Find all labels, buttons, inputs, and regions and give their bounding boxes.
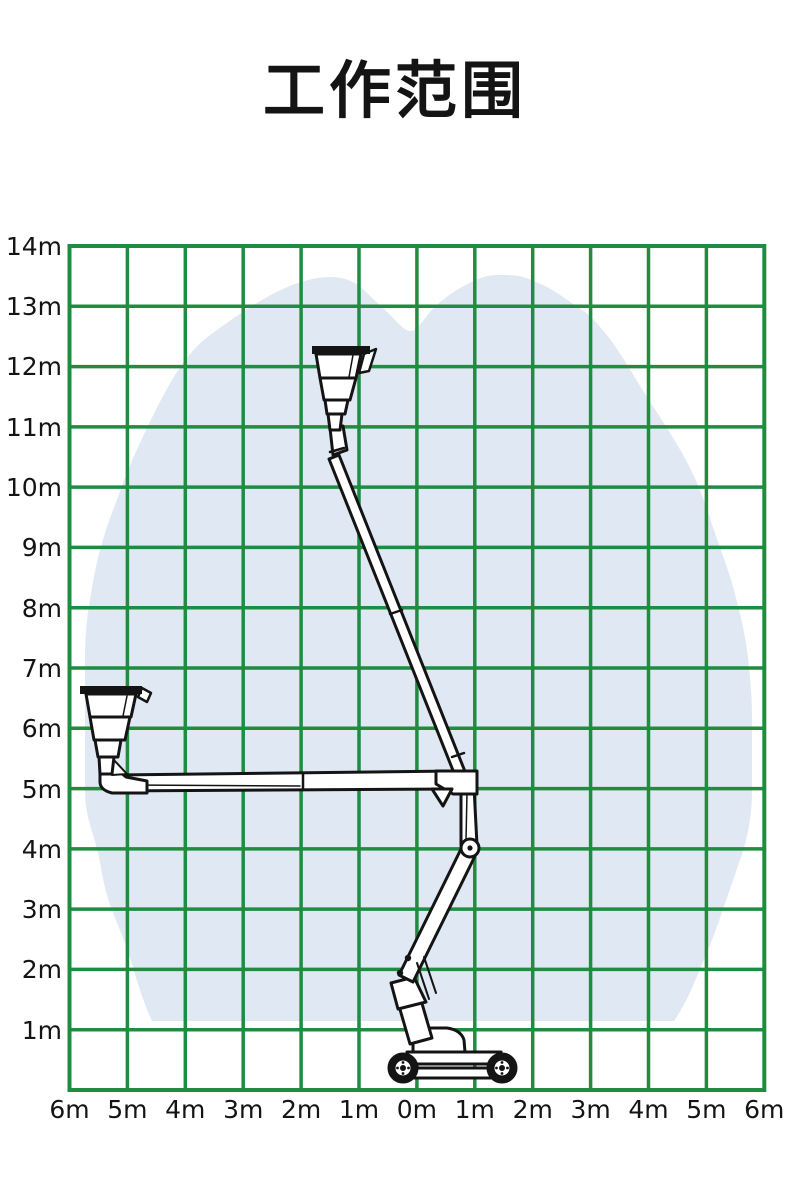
- boom-lift-machine-fill: [80, 346, 518, 1084]
- riser-cylinder-line: [416, 962, 430, 1000]
- basket-body: [314, 352, 363, 380]
- wheel-right: [486, 1052, 518, 1084]
- basket-jib: [326, 412, 344, 432]
- basket-body-detail: [122, 695, 128, 717]
- basket-jib: [97, 755, 116, 776]
- main-joint-pin: [467, 845, 473, 851]
- x-tick-label: 4m: [628, 1095, 668, 1124]
- wheel-lug: [407, 1066, 410, 1070]
- x-tick-label: 4m: [165, 1095, 205, 1124]
- boom-lift-machine: [80, 346, 518, 1084]
- boom-horizontal: [110, 769, 457, 793]
- riser-pivot-pin: [404, 954, 412, 962]
- x-tick-label: 5m: [107, 1095, 147, 1124]
- basket-collar: [88, 715, 132, 742]
- chassis-frame-bottom: [409, 1066, 499, 1080]
- wheel-center: [499, 1065, 505, 1071]
- basket-collar: [318, 376, 358, 402]
- x-tick-label: 1m: [339, 1095, 379, 1124]
- x-tick-label: 5m: [686, 1095, 726, 1124]
- x-tick-label: 2m: [513, 1095, 553, 1124]
- x-tick-label: 2m: [281, 1095, 321, 1124]
- basket-body: [84, 692, 138, 719]
- y-tick-label: 1m: [22, 1016, 62, 1045]
- wheel-lug: [401, 1072, 405, 1075]
- y-tick-label: 9m: [22, 533, 62, 562]
- wheel-lug: [495, 1066, 498, 1070]
- y-tick-label: 14m: [6, 232, 62, 261]
- y-tick-label: 4m: [22, 835, 62, 864]
- y-tick-label: 3m: [22, 895, 62, 924]
- riser-pivot-pin: [396, 969, 404, 977]
- boom-section-line: [388, 608, 404, 616]
- elbow-assembly: [430, 769, 481, 859]
- boom-horizontal-body: [110, 769, 457, 793]
- basket-rail-side: [357, 347, 378, 375]
- y-tick-label: 5m: [22, 775, 62, 804]
- elbow-tab: [430, 787, 454, 808]
- x-tick-label: 3m: [570, 1095, 610, 1124]
- basket-block: [93, 738, 123, 759]
- grid-border: [67, 244, 767, 1092]
- basket-body-detail: [348, 354, 354, 378]
- x-tick-label: 1m: [455, 1095, 495, 1124]
- y-tick-label: 13m: [6, 292, 62, 321]
- wheel-lug: [396, 1066, 399, 1070]
- basket-link-cap: [328, 446, 346, 454]
- y-tick-label: 11m: [6, 413, 62, 442]
- x-tick-label: 3m: [223, 1095, 263, 1124]
- basket-rim: [80, 686, 142, 694]
- riser-cylinder-line: [423, 956, 437, 994]
- riser-linkage: [389, 843, 479, 1046]
- x-tick-label: 6m: [744, 1095, 784, 1124]
- y-tick-label: 8m: [22, 594, 62, 623]
- boom-section-line: [450, 751, 466, 759]
- y-tick-label: 10m: [6, 473, 62, 502]
- wheel-lug: [506, 1066, 509, 1070]
- x-tick-label: 6m: [49, 1095, 89, 1124]
- wheel-left: [387, 1052, 419, 1084]
- platform-basket-top: [312, 346, 378, 457]
- wheel-lug: [401, 1061, 405, 1064]
- x-axis-labels: 6m 5m 4m 3m 2m 1m 0m 1m 2m 3m 4m 5m 6m: [49, 1095, 784, 1124]
- y-tick-label: 2m: [22, 955, 62, 984]
- y-tick-label: 6m: [22, 714, 62, 743]
- x-tick-label: 0m: [397, 1095, 437, 1124]
- basket-block: [323, 398, 350, 416]
- basket-rim: [312, 346, 370, 354]
- wheel-center: [400, 1065, 406, 1071]
- vertical-link-detail: [465, 792, 468, 841]
- page-title: 工作范围: [262, 54, 527, 127]
- vertical-link: [459, 785, 479, 847]
- y-tick-label: 7m: [22, 654, 62, 683]
- wheel-lug: [500, 1072, 504, 1075]
- chassis-frame-top: [405, 1050, 503, 1066]
- y-axis-labels: 14m 13m 12m 11m 10m 9m 8m 7m 6m 5m 4m 3m…: [6, 232, 62, 1045]
- wheel-lug: [500, 1061, 504, 1064]
- y-tick-label: 12m: [6, 352, 62, 381]
- platform-basket-left: [80, 686, 153, 795]
